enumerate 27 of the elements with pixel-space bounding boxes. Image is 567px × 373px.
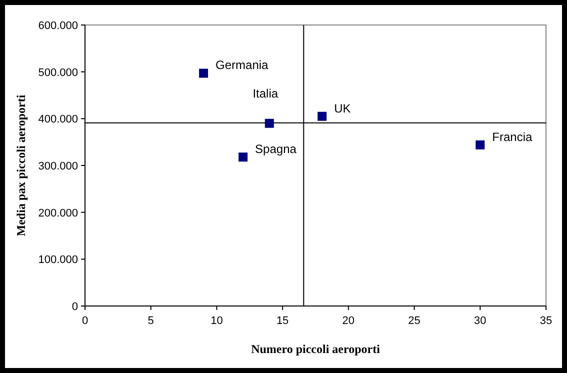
annotation: UK — [334, 101, 351, 116]
point — [199, 68, 208, 78]
x-axis-title: Numero piccoli aeroporti — [251, 342, 381, 356]
y-axis-title: Media pax piccoli aeroporti — [14, 94, 28, 236]
y-tick-label: 200.000 — [38, 207, 78, 220]
y-tick-label: 300.000 — [38, 160, 78, 172]
x-tick-label: 35 — [540, 315, 552, 327]
x-tick-label: 10 — [210, 315, 223, 327]
x-tick-label: 15 — [276, 315, 289, 327]
x-tick-label: 30 — [474, 315, 486, 327]
x-tick-label: 5 — [148, 315, 154, 327]
x-tick-label: 0 — [82, 315, 88, 327]
x-tick-label: 25 — [408, 315, 420, 327]
annotation: Francia — [492, 130, 532, 144]
annotation: Germania — [216, 58, 269, 72]
y-tick-label: 400.000 — [38, 114, 78, 126]
y-tick-label: 600.000 — [38, 20, 78, 32]
annotation: Italia — [252, 86, 278, 100]
point — [238, 152, 248, 162]
point — [476, 140, 485, 150]
y-tick-label: 100.000 — [38, 254, 78, 266]
point — [318, 112, 327, 121]
y-tick-label: 0 — [72, 301, 78, 313]
y-tick-label: 500.000 — [38, 66, 78, 79]
annotation: Spagna — [255, 142, 297, 156]
point — [264, 118, 274, 128]
x-tick-label: 20 — [342, 315, 355, 327]
